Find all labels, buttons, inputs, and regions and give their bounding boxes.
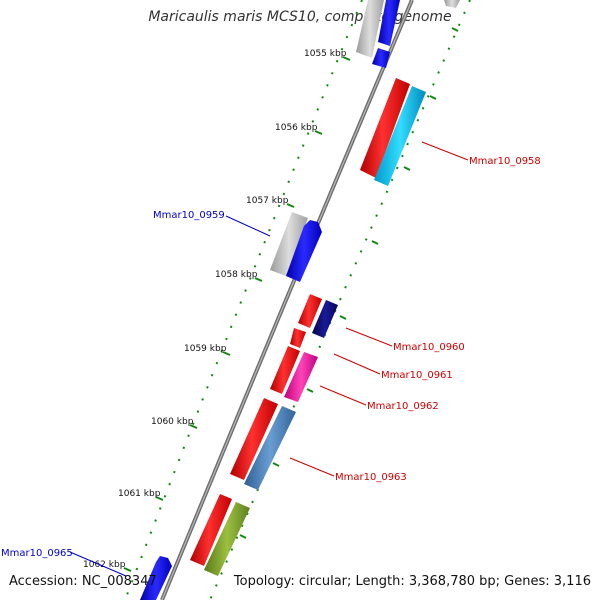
gene-red-0962[interactable] bbox=[270, 346, 300, 394]
tick-label: 1061 kbp bbox=[118, 489, 161, 499]
gene-top-right-gray[interactable] bbox=[444, 0, 460, 8]
tick-1058: 1058 kbp bbox=[215, 270, 263, 282]
gene-red-0958a[interactable] bbox=[360, 78, 410, 178]
gene-cyan-0958[interactable] bbox=[374, 86, 426, 186]
gene-label-0961[interactable]: Mmar10_0961 bbox=[381, 370, 453, 381]
gene-red-0960[interactable] bbox=[298, 294, 322, 328]
tick-1056: 1056 kbp bbox=[275, 123, 323, 135]
outer-tick-track bbox=[209, 0, 471, 600]
gene-pink-0962[interactable] bbox=[284, 352, 318, 402]
gene-label-0963[interactable]: Mmar10_0963 bbox=[335, 472, 407, 483]
label-connectors bbox=[69, 141, 469, 577]
gene-label-0958[interactable]: Mmar10_0958 bbox=[469, 156, 541, 167]
tick-1062: 1062 kbp bbox=[83, 560, 132, 572]
tick-label: 1056 kbp bbox=[275, 123, 318, 133]
gene-label-0962[interactable]: Mmar10_0962 bbox=[367, 401, 439, 412]
topology-summary: Topology: circular; Length: 3,368,780 bp… bbox=[233, 574, 591, 589]
gene-red-0963[interactable] bbox=[230, 398, 278, 480]
tick-label: 1058 kbp bbox=[215, 270, 258, 280]
inner-tick-track bbox=[124, 0, 363, 600]
gene-olive-lower[interactable] bbox=[204, 502, 250, 576]
tick-label: 1060 kbp bbox=[151, 417, 194, 427]
tick-label: 1055 kbp bbox=[304, 49, 347, 59]
tick-1061: 1061 kbp bbox=[118, 489, 164, 501]
gene-red-lower[interactable] bbox=[190, 494, 232, 566]
tick-1059: 1059 kbp bbox=[184, 344, 231, 356]
gene-blue-0959[interactable] bbox=[286, 220, 322, 282]
gene-label-0960[interactable]: Mmar10_0960 bbox=[393, 342, 465, 353]
gene-navy-0960[interactable] bbox=[312, 300, 338, 338]
tick-label: 1059 kbp bbox=[184, 344, 227, 354]
gene-gray-0959[interactable] bbox=[270, 212, 308, 276]
gene-label-0965[interactable]: Mmar10_0965 bbox=[1, 548, 73, 559]
gene-red-0961[interactable] bbox=[290, 328, 306, 348]
gene-steel-0963[interactable] bbox=[244, 406, 296, 490]
tick-1060: 1060 kbp bbox=[151, 417, 198, 429]
accession-text: Accession: NC_008347 bbox=[9, 574, 157, 589]
gene-top-blue-2[interactable] bbox=[372, 48, 390, 68]
gene-top-gray[interactable] bbox=[356, 0, 384, 58]
outer-ticks bbox=[239, 27, 459, 539]
genome-backbone-highlight bbox=[161, 0, 413, 600]
tick-label: 1057 kbp bbox=[246, 196, 289, 206]
gene-top-blue-1[interactable] bbox=[378, 0, 400, 46]
tick-1057: 1057 kbp bbox=[246, 196, 295, 208]
gene-blue-0965[interactable] bbox=[140, 556, 172, 600]
tick-label: 1062 kbp bbox=[83, 560, 126, 570]
tick-1055: 1055 kbp bbox=[304, 49, 351, 61]
gene-label-0959[interactable]: Mmar10_0959 bbox=[153, 210, 225, 221]
